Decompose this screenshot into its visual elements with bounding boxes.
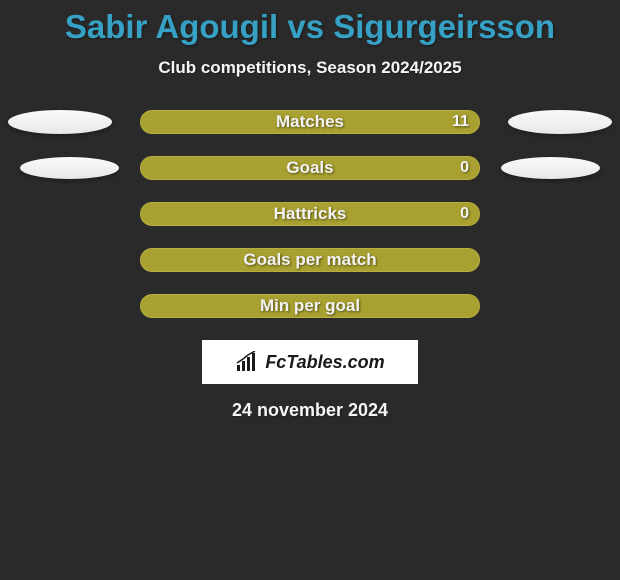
stat-label: Hattricks bbox=[274, 204, 347, 224]
stat-bar-hattricks: Hattricks 0 bbox=[140, 202, 480, 226]
stat-row-hattricks: Hattricks 0 bbox=[0, 202, 620, 226]
stat-row-min-per-goal: Min per goal bbox=[0, 294, 620, 318]
right-indicator-matches bbox=[508, 110, 612, 134]
right-indicator-goals bbox=[501, 157, 600, 179]
stat-label: Matches bbox=[276, 112, 344, 132]
stat-value: 11 bbox=[452, 113, 469, 131]
logo-text: FcTables.com bbox=[265, 352, 384, 373]
stat-value: 0 bbox=[460, 205, 469, 223]
stat-bar-min-per-goal: Min per goal bbox=[140, 294, 480, 318]
logo-box: FcTables.com bbox=[202, 340, 418, 384]
stat-label: Min per goal bbox=[260, 296, 360, 316]
left-indicator-goals bbox=[20, 157, 119, 179]
stat-value: 0 bbox=[460, 159, 469, 177]
stat-row-matches: Matches 11 bbox=[0, 110, 620, 134]
stat-label: Goals per match bbox=[243, 250, 376, 270]
comparison-infographic: Sabir Agougil vs Sigurgeirsson Club comp… bbox=[0, 0, 620, 580]
chart-icon bbox=[235, 351, 261, 373]
stat-label: Goals bbox=[286, 158, 333, 178]
date-text: 24 november 2024 bbox=[0, 400, 620, 421]
stat-row-goals: Goals 0 bbox=[0, 156, 620, 180]
stat-bar-goals-per-match: Goals per match bbox=[140, 248, 480, 272]
logo-content: FcTables.com bbox=[235, 351, 384, 373]
subtitle: Club competitions, Season 2024/2025 bbox=[0, 58, 620, 78]
stat-bar-matches: Matches 11 bbox=[140, 110, 480, 134]
stat-row-goals-per-match: Goals per match bbox=[0, 248, 620, 272]
stat-bar-goals: Goals 0 bbox=[140, 156, 480, 180]
page-title: Sabir Agougil vs Sigurgeirsson bbox=[0, 8, 620, 46]
left-indicator-matches bbox=[8, 110, 112, 134]
